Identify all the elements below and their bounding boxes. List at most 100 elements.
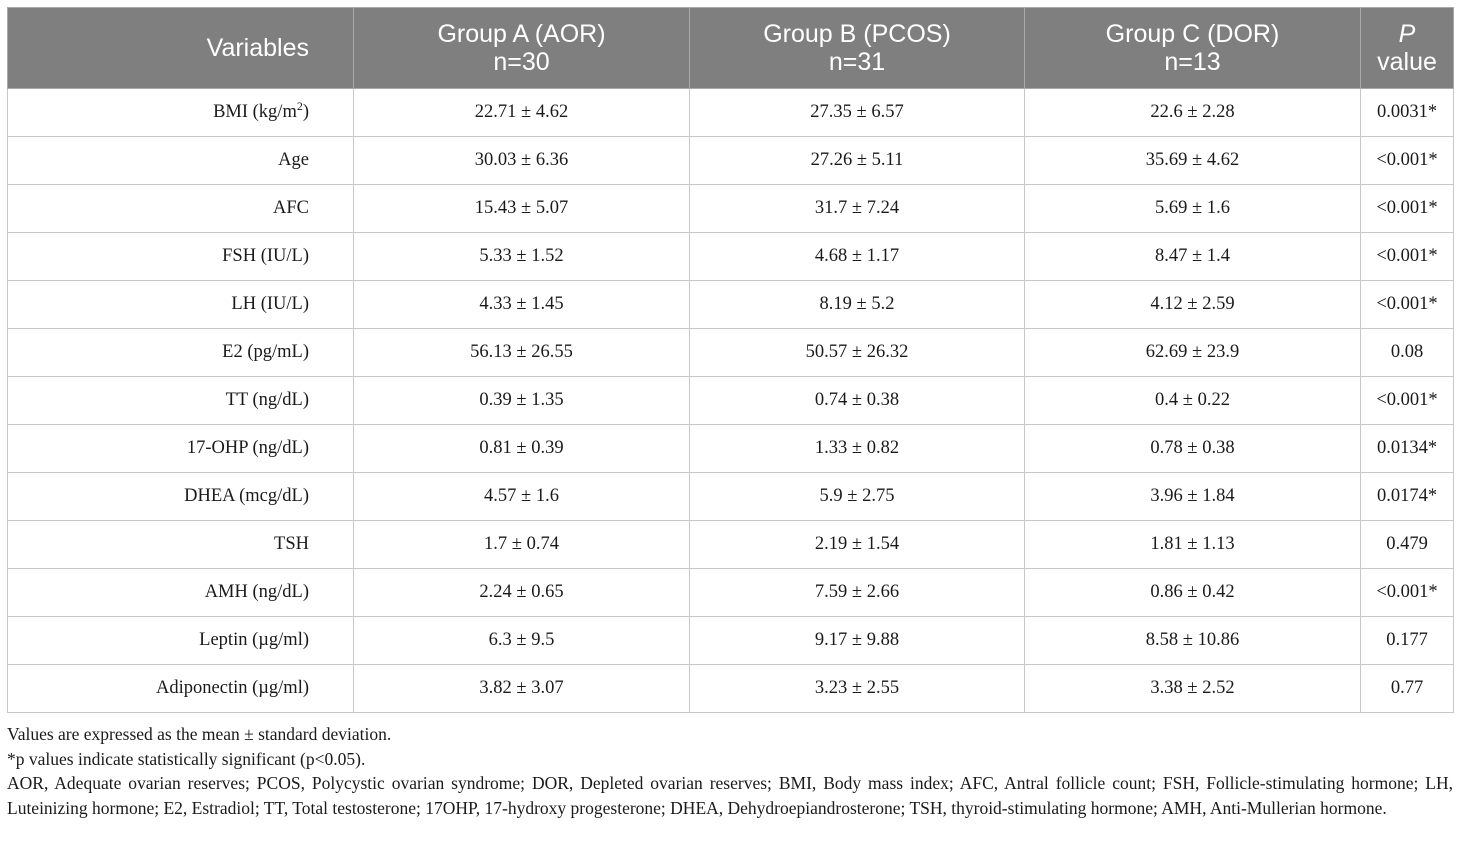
group-b-value: 1.33 ± 0.82 [689,424,1025,473]
group-a-value: 5.33 ± 1.52 [353,232,690,281]
footnote-abbreviations: AOR, Adequate ovarian reserves; PCOS, Po… [7,773,1453,818]
variable-cell: E2 (pg/mL) [7,328,354,377]
variable-name: 17-OHP (ng/dL) [186,438,309,458]
group-b-value: 7.59 ± 2.66 [689,568,1025,617]
group-c-value: 8.47 ± 1.4 [1024,232,1361,281]
variable-name: AMH (ng/dL) [204,582,309,602]
table-body: BMI (kg/m2) 22.71 ± 4.62 27.35 ± 6.57 22.6 … [7,88,1454,713]
group-b-value: 9.17 ± 9.88 [689,616,1025,665]
p-value: <0.001* [1360,280,1454,329]
header-group-c-n: n=13 [1164,48,1221,76]
variable-name: TSH [274,534,309,554]
header-row: Variables Group A (AOR) n=30 Group B (PC… [7,7,1454,89]
table-row: AMH (ng/dL) 2.24 ± 0.65 7.59 ± 2.66 0.86 ± … [7,568,1454,617]
p-value: 0.0174* [1360,472,1454,521]
group-a-value: 4.57 ± 1.6 [353,472,690,521]
group-c-value: 35.69 ± 4.62 [1024,136,1361,185]
header-group-b: Group B (PCOS) n=31 [689,7,1025,89]
group-a-value: 0.81 ± 0.39 [353,424,690,473]
p-value: 0.0134* [1360,424,1454,473]
header-variables: Variables [7,7,354,89]
variable-cell: Leptin (µg/ml) [7,616,354,665]
header-p-word: value [1377,48,1437,76]
footnote-significance: *p values indicate statistically signifi… [7,748,366,769]
group-a-value: 15.43 ± 5.07 [353,184,690,233]
variable-name: E2 (pg/mL) [222,342,309,362]
group-c-value: 8.58 ± 10.86 [1024,616,1361,665]
header-group-a-n: n=30 [493,48,550,76]
footnote-values: Values are expressed as the mean ± stand… [7,724,392,744]
group-c-value: 0.86 ± 0.42 [1024,568,1361,617]
variable-name: AFC [273,198,309,218]
p-value: <0.001* [1360,184,1454,233]
variable-name: Leptin (µg/ml) [199,630,309,650]
group-c-value: 3.38 ± 2.52 [1024,664,1361,713]
p-value: <0.001* [1360,136,1454,185]
group-b-value: 8.19 ± 5.2 [689,280,1025,329]
variable-cell: AMH (ng/dL) [7,568,354,617]
p-value: 0.177 [1360,616,1454,665]
group-c-value: 22.6 ± 2.28 [1024,88,1361,137]
table-row: AFC 15.43 ± 5.07 31.7 ± 7.24 5.69 ± 1.6 <0.0… [7,184,1454,233]
group-c-value: 1.81 ± 1.13 [1024,520,1361,569]
group-c-value: 5.69 ± 1.6 [1024,184,1361,233]
p-value: 0.77 [1360,664,1454,713]
variable-unit-superscript: 2 [296,99,303,113]
header-group-b-label: Group B (PCOS) [763,20,951,48]
group-a-value: 0.39 ± 1.35 [353,376,690,425]
group-a-value: 1.7 ± 0.74 [353,520,690,569]
group-a-value: 22.71 ± 4.62 [353,88,690,137]
variable-cell: LH (IU/L) [7,280,354,329]
header-group-a-label: Group A (AOR) [437,20,606,48]
group-a-value: 56.13 ± 26.55 [353,328,690,377]
group-b-value: 50.57 ± 26.32 [689,328,1025,377]
table-row: LH (IU/L) 4.33 ± 1.45 8.19 ± 5.2 4.12 ± 2.5… [7,280,1454,329]
group-a-value: 4.33 ± 1.45 [353,280,690,329]
group-b-value: 2.19 ± 1.54 [689,520,1025,569]
variable-cell: 17-OHP (ng/dL) [7,424,354,473]
table-row: BMI (kg/m2) 22.71 ± 4.62 27.35 ± 6.57 22.6 … [7,88,1454,137]
group-b-value: 27.35 ± 6.57 [689,88,1025,137]
p-value: <0.001* [1360,232,1454,281]
group-b-value: 5.9 ± 2.75 [689,472,1025,521]
table-row: 17-OHP (ng/dL) 0.81 ± 0.39 1.33 ± 0.82 0.78… [7,424,1454,473]
variable-name: Age [278,150,309,170]
table-footnotes: Values are expressed as the mean ± stand… [7,722,1453,820]
table-row: E2 (pg/mL) 56.13 ± 26.55 50.57 ± 26.32 62.6… [7,328,1454,377]
header-group-a: Group A (AOR) n=30 [353,7,690,89]
group-a-value: 2.24 ± 0.65 [353,568,690,617]
group-b-value: 4.68 ± 1.17 [689,232,1025,281]
header-p-letter: P [1398,20,1416,48]
p-value: 0.479 [1360,520,1454,569]
variable-name: LH (IU/L) [231,294,309,314]
table-row: Age 30.03 ± 6.36 27.26 ± 5.11 35.69 ± 4.62 <… [7,136,1454,185]
group-c-value: 0.4 ± 0.22 [1024,376,1361,425]
variable-name: Adiponectin (µg/ml) [156,678,309,698]
table-row: DHEA (mcg/dL) 4.57 ± 1.6 5.9 ± 2.75 3.96 ± … [7,472,1454,521]
variable-cell: Age [7,136,354,185]
header-p-value: P value [1360,7,1454,89]
group-b-value: 3.23 ± 2.55 [689,664,1025,713]
variable-name: DHEA (mcg/dL) [184,486,309,506]
data-table: Variables Group A (AOR) n=30 Group B (PC… [7,7,1454,713]
variable-cell: Adiponectin (µg/ml) [7,664,354,713]
variable-cell: DHEA (mcg/dL) [7,472,354,521]
group-b-value: 0.74 ± 0.38 [689,376,1025,425]
group-c-value: 4.12 ± 2.59 [1024,280,1361,329]
variable-cell: FSH (IU/L) [7,232,354,281]
variable-cell: TSH [7,520,354,569]
header-group-c: Group C (DOR) n=13 [1024,7,1361,89]
group-a-value: 3.82 ± 3.07 [353,664,690,713]
group-b-value: 31.7 ± 7.24 [689,184,1025,233]
variable-cell: BMI (kg/m2) [7,88,354,137]
p-value: 0.0031* [1360,88,1454,137]
variable-name-end: ) [302,102,309,122]
table-row: FSH (IU/L) 5.33 ± 1.52 4.68 ± 1.17 8.47 ± 1… [7,232,1454,281]
table-row: Leptin (µg/ml) 6.3 ± 9.5 9.17 ± 9.88 8.58 ±… [7,616,1454,665]
table-row: Adiponectin (µg/ml) 3.82 ± 3.07 3.23 ± 2.5… [7,664,1454,713]
group-c-value: 62.69 ± 23.9 [1024,328,1361,377]
group-c-value: 3.96 ± 1.84 [1024,472,1361,521]
group-a-value: 6.3 ± 9.5 [353,616,690,665]
table-header: Variables Group A (AOR) n=30 Group B (PC… [7,7,1454,89]
p-value: 0.08 [1360,328,1454,377]
